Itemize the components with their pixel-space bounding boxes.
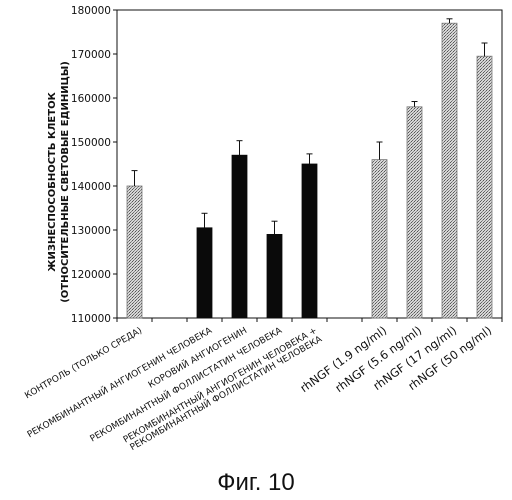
bar bbox=[302, 164, 317, 318]
bar bbox=[232, 155, 247, 318]
bar bbox=[197, 228, 212, 318]
y-axis-label-line-1: ЖИЗНЕСПОСОБНОСТЬ КЛЕТОК bbox=[47, 91, 58, 271]
bar bbox=[477, 56, 492, 318]
y-tick-label: 170000 bbox=[71, 49, 111, 61]
bar bbox=[442, 23, 457, 318]
figure-caption: Фиг. 10 bbox=[217, 469, 295, 496]
plot-area: 110000 120000 130000 140000 150000 160000 1700… bbox=[23, 5, 502, 454]
bar bbox=[127, 186, 142, 318]
y-axis-label-line-2: (ОТНОСИТЕЛЬНЫЕ СВЕТОВЫЕ ЕДИНИЦЫ) bbox=[60, 61, 71, 303]
y-tick-label: 130000 bbox=[71, 225, 111, 237]
y-tick-label: 110000 bbox=[71, 313, 111, 325]
bar bbox=[407, 107, 422, 318]
y-tick-label: 140000 bbox=[71, 181, 111, 193]
y-tick-label: 180000 bbox=[71, 5, 111, 17]
x-category-label: КОНТРОЛЬ (ТОЛЬКО СРЕДА) bbox=[23, 326, 144, 401]
bar bbox=[267, 234, 282, 318]
y-tick-label: 160000 bbox=[71, 93, 111, 105]
bar bbox=[372, 160, 387, 318]
y-tick-label: 150000 bbox=[71, 137, 111, 149]
y-tick-label: 120000 bbox=[71, 269, 111, 281]
y-axis-label: ЖИЗНЕСПОСОБНОСТЬ КЛЕТОК (ОТНОСИТЕЛЬНЫЕ С… bbox=[47, 61, 71, 303]
